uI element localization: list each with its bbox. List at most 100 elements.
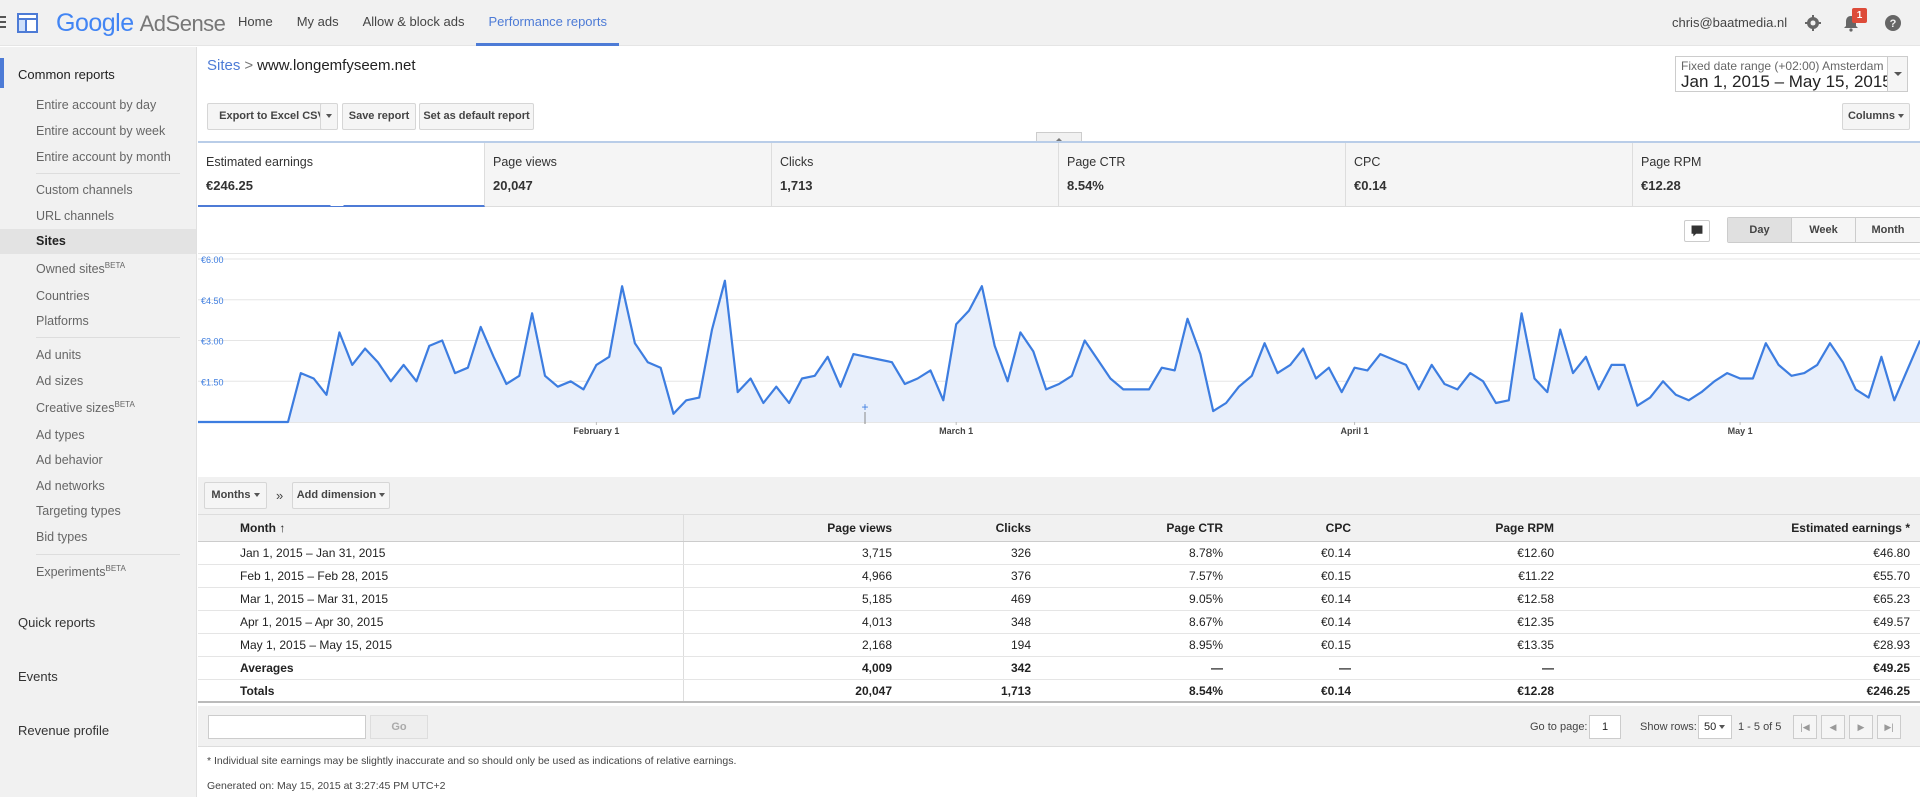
- user-email[interactable]: chris@baatmedia.nl: [1672, 15, 1788, 30]
- nav-my-ads[interactable]: My ads: [296, 14, 339, 29]
- first-page-icon[interactable]: |◀: [1793, 715, 1817, 739]
- collapse-chart-toggle[interactable]: [1036, 132, 1082, 142]
- column-header-page-views[interactable]: Page views: [827, 521, 892, 535]
- period-day-button[interactable]: Day: [1728, 218, 1792, 242]
- menu-icon[interactable]: [0, 16, 6, 30]
- sidebar-active-indicator: [0, 58, 4, 88]
- show-rows-label: Show rows:: [1640, 721, 1697, 733]
- sidebar-item-label: Creative sizes: [36, 401, 115, 416]
- sidebar-common-reports[interactable]: Common reports: [18, 67, 115, 82]
- sidebar-item-countries[interactable]: Countries: [36, 289, 90, 303]
- sidebar-item-ad-behavior[interactable]: Ad behavior: [36, 453, 103, 467]
- sidebar-item-custom-channels[interactable]: Custom channels: [36, 183, 133, 197]
- averages-row: Averages 4,009 342 — — — €49.25: [198, 657, 1920, 680]
- sidebar-revenue-profile[interactable]: Revenue profile: [18, 723, 110, 738]
- column-header-clicks[interactable]: Clicks: [995, 521, 1031, 535]
- sidebar-events[interactable]: Events: [18, 669, 58, 684]
- sidebar-item-entire-account-by-week[interactable]: Entire account by week: [36, 124, 166, 138]
- sidebar-item-ad-types[interactable]: Ad types: [36, 428, 85, 442]
- cell-cpc: €0.14: [1320, 592, 1351, 606]
- save-report-button[interactable]: Save report: [342, 103, 416, 130]
- table-row: Mar 1, 2015 – Mar 31, 2015 5,185 469 9.05% €…: [198, 588, 1920, 611]
- date-range-value: Jan 1, 2015 – May 15, 2015: [1681, 72, 1892, 91]
- sidebar-divider: [36, 554, 180, 555]
- sidebar-item-owned-sites[interactable]: Owned sitesBETA: [36, 261, 125, 276]
- columns-button[interactable]: Columns: [1842, 103, 1910, 130]
- logo-google: Google: [56, 9, 134, 37]
- metric-card-page-rpm[interactable]: Page RPM €12.28: [1633, 143, 1920, 207]
- sidebar-item-ad-networks[interactable]: Ad networks: [36, 479, 105, 493]
- sidebar-item-entire-account-by-day[interactable]: Entire account by day: [36, 98, 157, 112]
- export-csv-button[interactable]: Export to Excel CSV: [207, 103, 337, 130]
- metric-card-estimated-earnings[interactable]: Estimated earnings €246.25: [198, 143, 485, 207]
- add-dimension-button[interactable]: Add dimension: [292, 482, 390, 509]
- cell-cpc: —: [1339, 661, 1351, 675]
- sidebar-item-label: Experiments: [36, 565, 106, 580]
- column-divider: [683, 565, 684, 587]
- column-header-page-rpm[interactable]: Page RPM: [1495, 521, 1554, 535]
- period-month-button[interactable]: Month: [1856, 218, 1920, 242]
- breadcrumb-sites-link[interactable]: Sites: [207, 57, 241, 74]
- sidebar-item-ad-sizes[interactable]: Ad sizes: [36, 374, 84, 388]
- page-number-input[interactable]: 1: [1589, 715, 1621, 739]
- sidebar-divider: [36, 337, 180, 338]
- cell-clicks: 376: [1010, 569, 1031, 583]
- rows-per-page-select[interactable]: 50: [1698, 715, 1732, 739]
- nav-home[interactable]: Home: [238, 14, 273, 29]
- annotation-icon[interactable]: [1684, 220, 1710, 242]
- add-annotation-icon[interactable]: +: [861, 400, 868, 414]
- cell-estimated-earnings: €28.93: [1873, 638, 1910, 652]
- cell-page-rpm: €13.35: [1517, 638, 1554, 652]
- previous-page-icon[interactable]: ◀: [1821, 715, 1845, 739]
- column-header-page-ctr[interactable]: Page CTR: [1166, 521, 1223, 535]
- sidebar-item-targeting-types[interactable]: Targeting types: [36, 504, 121, 518]
- filter-input[interactable]: [208, 715, 366, 739]
- nav-allow-block-ads[interactable]: Allow & block ads: [362, 14, 465, 29]
- go-button[interactable]: Go: [370, 715, 428, 739]
- set-default-report-button[interactable]: Set as default report: [419, 103, 534, 130]
- adsense-logo[interactable]: Google AdSense: [56, 9, 226, 38]
- sidebar-item-platforms[interactable]: Platforms: [36, 314, 89, 328]
- sidebar-item-entire-account-by-month[interactable]: Entire account by month: [36, 150, 171, 164]
- sidebar-item-experiments[interactable]: ExperimentsBETA: [36, 564, 126, 579]
- metric-card-page-views[interactable]: Page views 20,047: [485, 143, 772, 207]
- period-week-button[interactable]: Week: [1792, 218, 1856, 242]
- help-icon[interactable]: ?: [1884, 14, 1902, 32]
- metric-cards: Estimated earnings €246.25 Page views 20…: [198, 143, 1920, 207]
- column-header-estimated-earnings[interactable]: Estimated earnings *: [1791, 521, 1910, 535]
- cell-estimated-earnings: €46.80: [1873, 546, 1910, 560]
- metric-value: 1,713: [780, 178, 813, 193]
- nav-performance-reports[interactable]: Performance reports: [476, 0, 619, 46]
- sidebar-item-sites[interactable]: Sites: [36, 234, 66, 248]
- sidebar-quick-reports[interactable]: Quick reports: [18, 615, 96, 630]
- top-bar: Google AdSense Home My ads Allow & block …: [0, 0, 1920, 46]
- chevron-down-icon[interactable]: [1887, 57, 1907, 91]
- column-header-month[interactable]: Month ↑: [240, 521, 286, 535]
- cell-page-ctr: 8.78%: [1188, 546, 1223, 560]
- main-nav: Home My ads Allow & block ads Performanc…: [226, 0, 619, 46]
- months-label: Months: [211, 489, 251, 501]
- metric-card-clicks[interactable]: Clicks 1,713: [772, 143, 1059, 207]
- table-row: Jan 1, 2015 – Jan 31, 2015 3,715 326 8.78% €…: [198, 542, 1920, 565]
- columns-label: Columns: [1847, 110, 1895, 122]
- cell-estimated-earnings: €246.25: [1866, 684, 1910, 698]
- notification-badge[interactable]: 1: [1852, 8, 1867, 23]
- sidebar-item-ad-units[interactable]: Ad units: [36, 348, 82, 362]
- date-range-picker[interactable]: Fixed date range (+02:00) Amsterdam Jan …: [1675, 56, 1908, 92]
- cell-month: Mar 1, 2015 – Mar 31, 2015: [240, 592, 389, 606]
- sidebar-item-bid-types[interactable]: Bid types: [36, 530, 88, 544]
- cell-page-ctr: 8.54%: [1188, 684, 1223, 698]
- sidebar-item-creative-sizes[interactable]: Creative sizesBETA: [36, 400, 135, 415]
- adsense-app-icon[interactable]: [17, 13, 38, 33]
- months-dimension-button[interactable]: Months: [204, 482, 267, 509]
- next-page-icon[interactable]: ▶: [1849, 715, 1873, 739]
- metric-card-page-ctr[interactable]: Page CTR 8.54%: [1059, 143, 1346, 207]
- export-menu-button[interactable]: [320, 103, 338, 130]
- metric-card-cpc[interactable]: CPC €0.14: [1346, 143, 1633, 207]
- column-header-cpc[interactable]: CPC: [1325, 521, 1351, 535]
- last-page-icon[interactable]: ▶|: [1877, 715, 1901, 739]
- sidebar-item-url-channels[interactable]: URL channels: [36, 209, 115, 223]
- cell-page-views: 4,966: [861, 569, 892, 583]
- gear-icon[interactable]: [1804, 14, 1822, 32]
- cell-cpc: €0.14: [1320, 546, 1351, 560]
